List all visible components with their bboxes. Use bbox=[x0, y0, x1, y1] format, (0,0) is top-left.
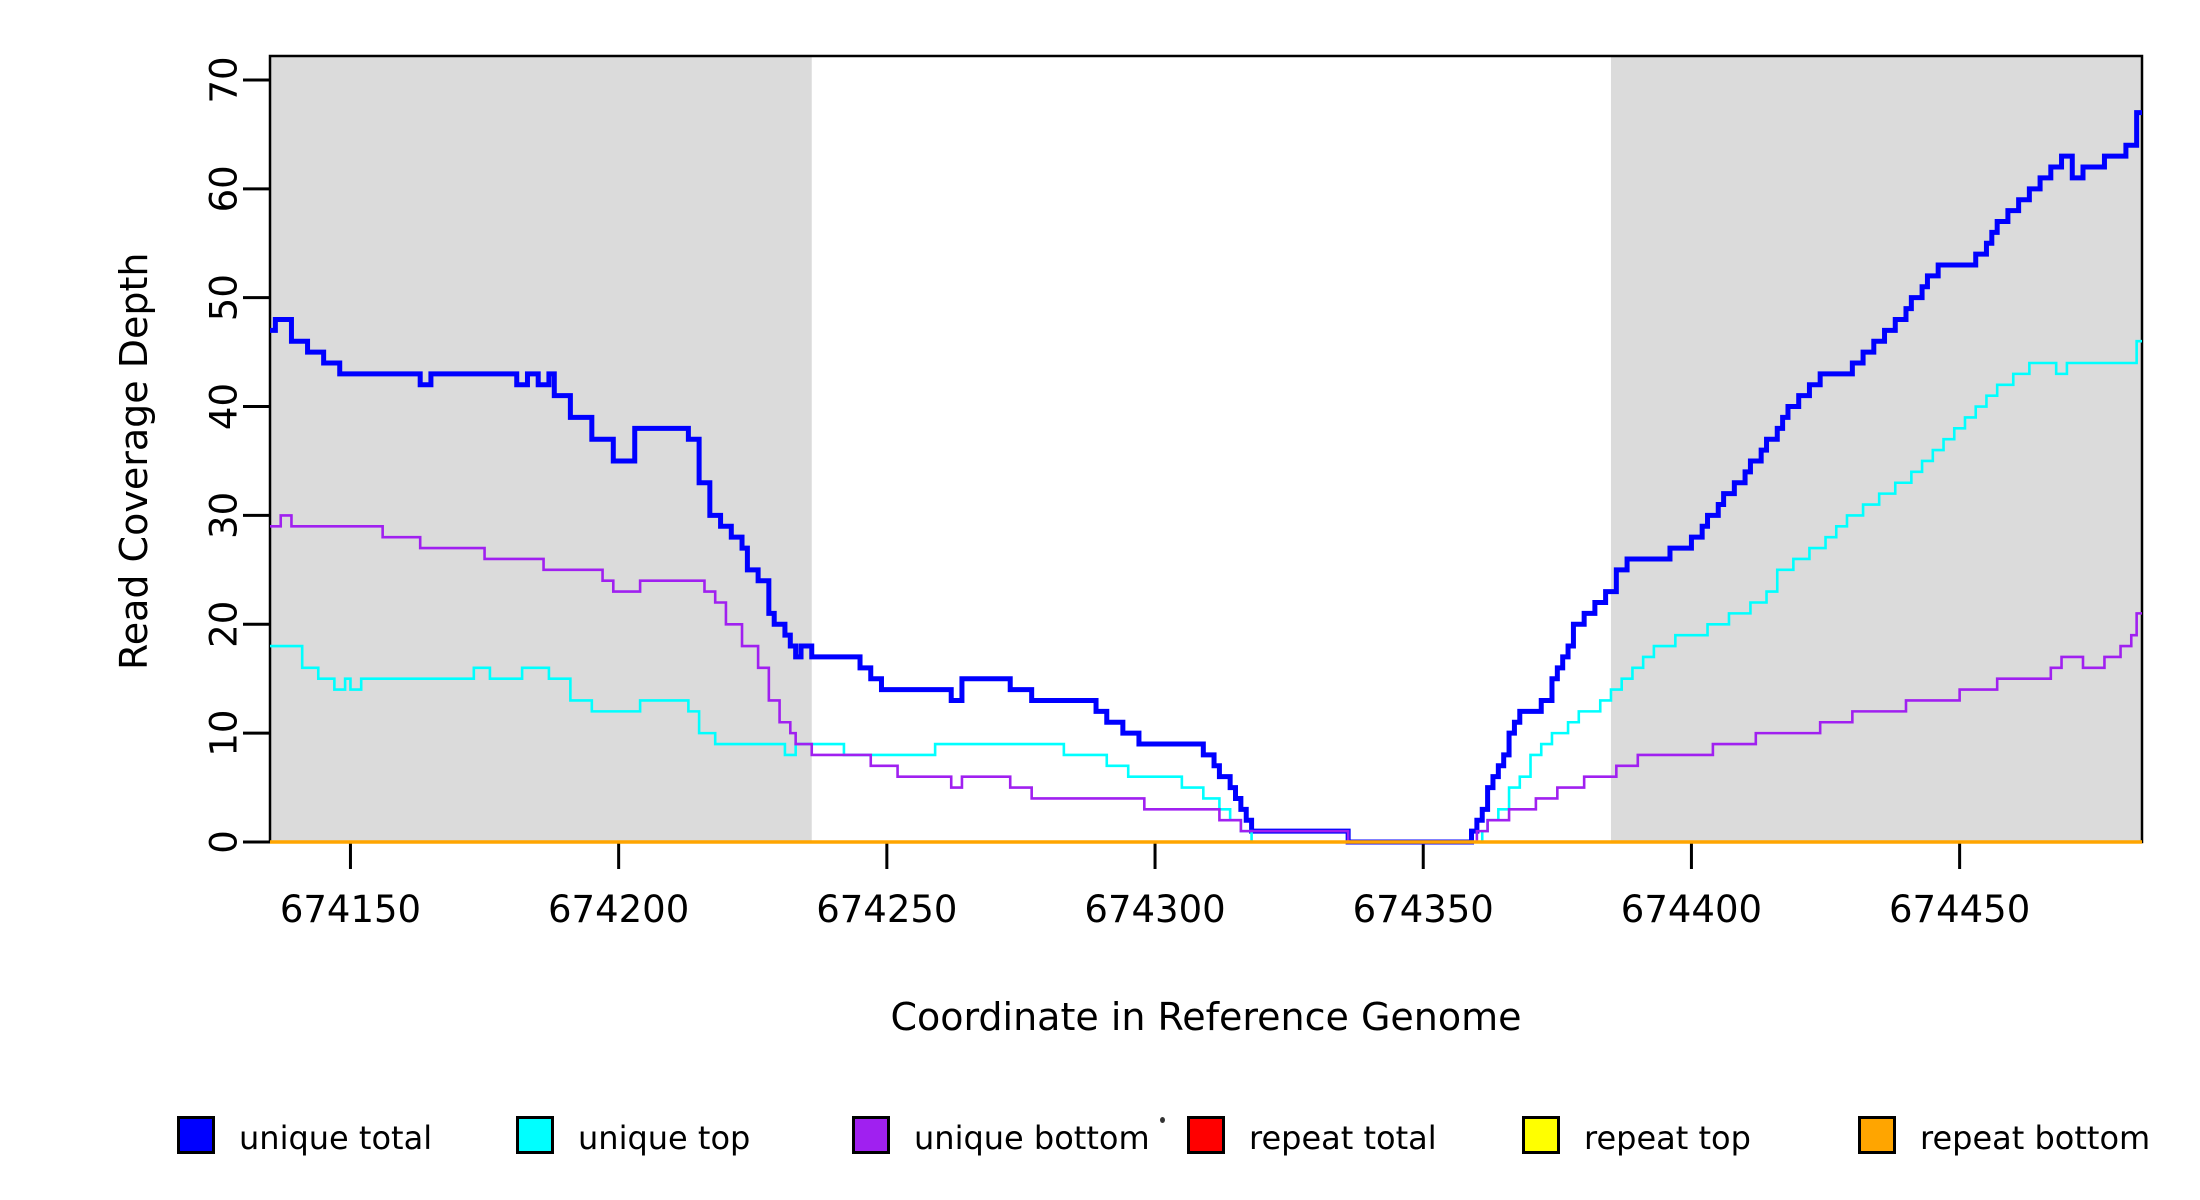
x-axis-title: Coordinate in Reference Genome bbox=[890, 995, 1522, 1039]
legend-item-repeat-top: repeat top bbox=[1522, 1116, 1751, 1158]
y-tick-label: 20 bbox=[203, 601, 246, 648]
x-tick-label: 674400 bbox=[1621, 888, 1762, 931]
shaded-region bbox=[1610, 56, 2142, 842]
legend-label-repeat-total: repeat total bbox=[1249, 1119, 1437, 1157]
legend-label-unique-total: unique total bbox=[239, 1119, 433, 1157]
legend-label-repeat-top: repeat top bbox=[1584, 1119, 1751, 1157]
shaded-region bbox=[270, 56, 812, 842]
legend-item-repeat-total: repeat total bbox=[1187, 1116, 1437, 1158]
legend-swatch-repeat-total bbox=[1187, 1116, 1225, 1154]
legend-label-repeat-bottom: repeat bottom bbox=[1920, 1119, 2151, 1157]
legend-swatch-unique-top bbox=[516, 1116, 554, 1154]
x-tick-label: 674200 bbox=[548, 888, 689, 931]
x-tick-label: 674250 bbox=[816, 888, 957, 931]
legend-label-unique-top: unique top bbox=[578, 1119, 751, 1157]
legend-swatch-repeat-top bbox=[1522, 1116, 1560, 1154]
y-tick-label: 40 bbox=[203, 383, 246, 430]
series-line-unique-total bbox=[270, 110, 2142, 845]
legend-swatch-unique-total bbox=[177, 1116, 215, 1154]
legend-swatch-repeat-bottom bbox=[1858, 1116, 1896, 1154]
series-line-unique-top bbox=[270, 339, 2142, 844]
y-tick-label: 0 bbox=[203, 830, 246, 854]
series-line-unique-bottom bbox=[270, 514, 2142, 844]
x-tick-label: 674450 bbox=[1889, 888, 2030, 931]
legend-swatch-unique-bottom bbox=[852, 1116, 890, 1154]
legend-label-unique-bottom: unique bottom bbox=[914, 1119, 1150, 1157]
legend-item-unique-total: unique total bbox=[177, 1116, 433, 1158]
y-tick-label: 70 bbox=[203, 56, 246, 103]
y-tick-label: 30 bbox=[203, 492, 246, 539]
legend-item-repeat-bottom: repeat bottom bbox=[1858, 1116, 2151, 1158]
y-tick-label: 10 bbox=[203, 710, 246, 757]
y-axis-title: Read Coverage Depth bbox=[112, 252, 156, 670]
x-tick-label: 674300 bbox=[1084, 888, 1225, 931]
x-tick-label: 674150 bbox=[280, 888, 421, 931]
legend-item-unique-top: unique top bbox=[516, 1116, 751, 1158]
stray-dot-mark bbox=[1160, 1117, 1165, 1123]
y-tick-label: 50 bbox=[203, 274, 246, 321]
x-tick-label: 674350 bbox=[1353, 888, 1494, 931]
y-tick-label: 60 bbox=[203, 165, 246, 212]
legend-item-unique-bottom: unique bottom bbox=[852, 1116, 1150, 1158]
